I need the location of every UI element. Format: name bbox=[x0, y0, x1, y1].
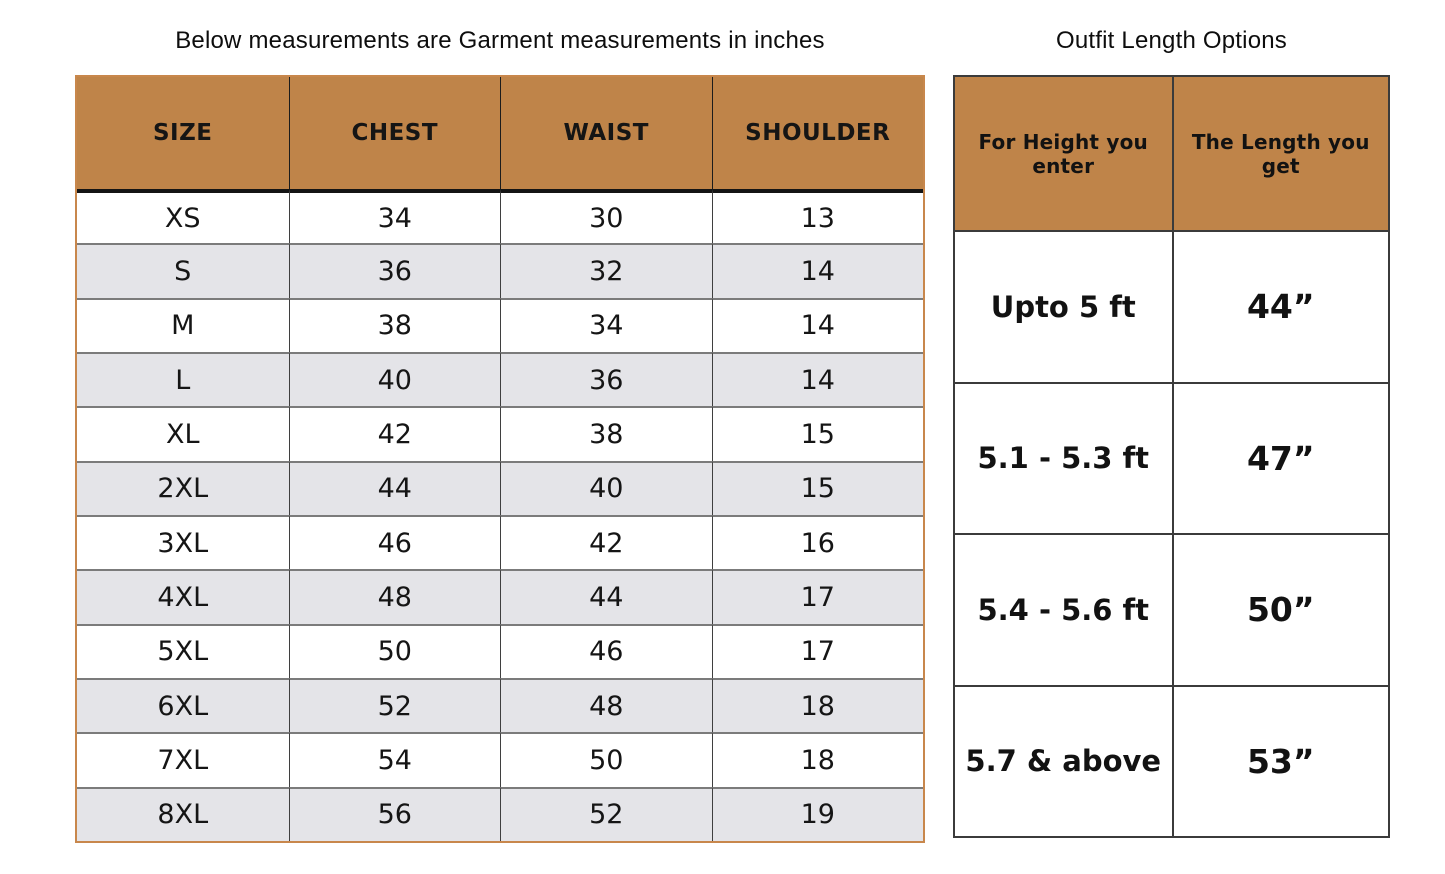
cell-size: 3XL bbox=[77, 514, 289, 570]
cell-shoulder: 18 bbox=[711, 677, 923, 733]
column-header-waist: WAIST bbox=[500, 77, 712, 189]
cell-chest: 36 bbox=[288, 243, 500, 298]
garment-measurements-table: SIZE CHEST WAIST SHOULDER XS 34 30 13 S … bbox=[75, 75, 925, 843]
cell-shoulder: 17 bbox=[711, 623, 923, 678]
cell-shoulder: 15 bbox=[711, 406, 923, 461]
cell-chest: 40 bbox=[288, 351, 500, 407]
cell-height-range: 5.7 & above bbox=[955, 684, 1172, 836]
cell-length-value: 50” bbox=[1171, 533, 1388, 685]
cell-chest: 48 bbox=[288, 569, 500, 624]
cell-waist: 40 bbox=[500, 460, 712, 515]
cell-chest: 38 bbox=[288, 297, 500, 352]
column-header-height: For Height you enter bbox=[955, 77, 1172, 230]
length-table-title: Outfit Length Options bbox=[1055, 27, 1287, 54]
column-header-size: SIZE bbox=[77, 77, 289, 189]
cell-chest: 44 bbox=[288, 460, 500, 515]
cell-waist: 32 bbox=[500, 243, 712, 298]
cell-shoulder: 18 bbox=[711, 732, 923, 787]
column-header-shoulder: SHOULDER bbox=[711, 77, 923, 189]
cell-chest: 54 bbox=[288, 732, 500, 787]
cell-waist: 36 bbox=[500, 351, 712, 407]
cell-shoulder: 15 bbox=[711, 460, 923, 515]
cell-waist: 44 bbox=[500, 569, 712, 624]
cell-size: 7XL bbox=[77, 732, 289, 787]
cell-chest: 42 bbox=[288, 406, 500, 461]
cell-size: XL bbox=[77, 406, 289, 461]
garment-table-title: Below measurements are Garment measureme… bbox=[175, 27, 825, 54]
cell-shoulder: 19 bbox=[711, 786, 923, 841]
cell-size: 4XL bbox=[77, 569, 289, 624]
cell-chest: 34 bbox=[288, 189, 500, 244]
column-header-chest: CHEST bbox=[288, 77, 500, 189]
cell-size: 2XL bbox=[77, 460, 289, 515]
cell-shoulder: 14 bbox=[711, 243, 923, 298]
cell-height-range: 5.1 - 5.3 ft bbox=[955, 381, 1172, 533]
cell-chest: 46 bbox=[288, 514, 500, 570]
column-header-length: The Length you get bbox=[1171, 77, 1388, 230]
cell-length-value: 47” bbox=[1171, 381, 1388, 533]
cell-size: 6XL bbox=[77, 677, 289, 733]
cell-waist: 50 bbox=[500, 732, 712, 787]
cell-chest: 50 bbox=[288, 623, 500, 678]
cell-size: 8XL bbox=[77, 786, 289, 841]
cell-waist: 38 bbox=[500, 406, 712, 461]
cell-waist: 52 bbox=[500, 786, 712, 841]
cell-size: XS bbox=[77, 189, 289, 244]
cell-length-value: 44” bbox=[1171, 230, 1388, 382]
cell-size: L bbox=[77, 351, 289, 407]
cell-waist: 48 bbox=[500, 677, 712, 733]
cell-waist: 34 bbox=[500, 297, 712, 352]
cell-size: 5XL bbox=[77, 623, 289, 678]
cell-size: M bbox=[77, 297, 289, 352]
cell-shoulder: 14 bbox=[711, 351, 923, 407]
cell-shoulder: 17 bbox=[711, 569, 923, 624]
cell-chest: 52 bbox=[288, 677, 500, 733]
cell-length-value: 53” bbox=[1171, 684, 1388, 836]
cell-shoulder: 13 bbox=[711, 189, 923, 244]
cell-shoulder: 14 bbox=[711, 297, 923, 352]
cell-height-range: 5.4 - 5.6 ft bbox=[955, 533, 1172, 685]
cell-chest: 56 bbox=[288, 786, 500, 841]
outfit-length-table: For Height you enter The Length you get … bbox=[953, 75, 1390, 838]
cell-size: S bbox=[77, 243, 289, 298]
cell-waist: 30 bbox=[500, 189, 712, 244]
cell-waist: 46 bbox=[500, 623, 712, 678]
cell-height-range: Upto 5 ft bbox=[955, 230, 1172, 382]
cell-shoulder: 16 bbox=[711, 514, 923, 570]
cell-waist: 42 bbox=[500, 514, 712, 570]
